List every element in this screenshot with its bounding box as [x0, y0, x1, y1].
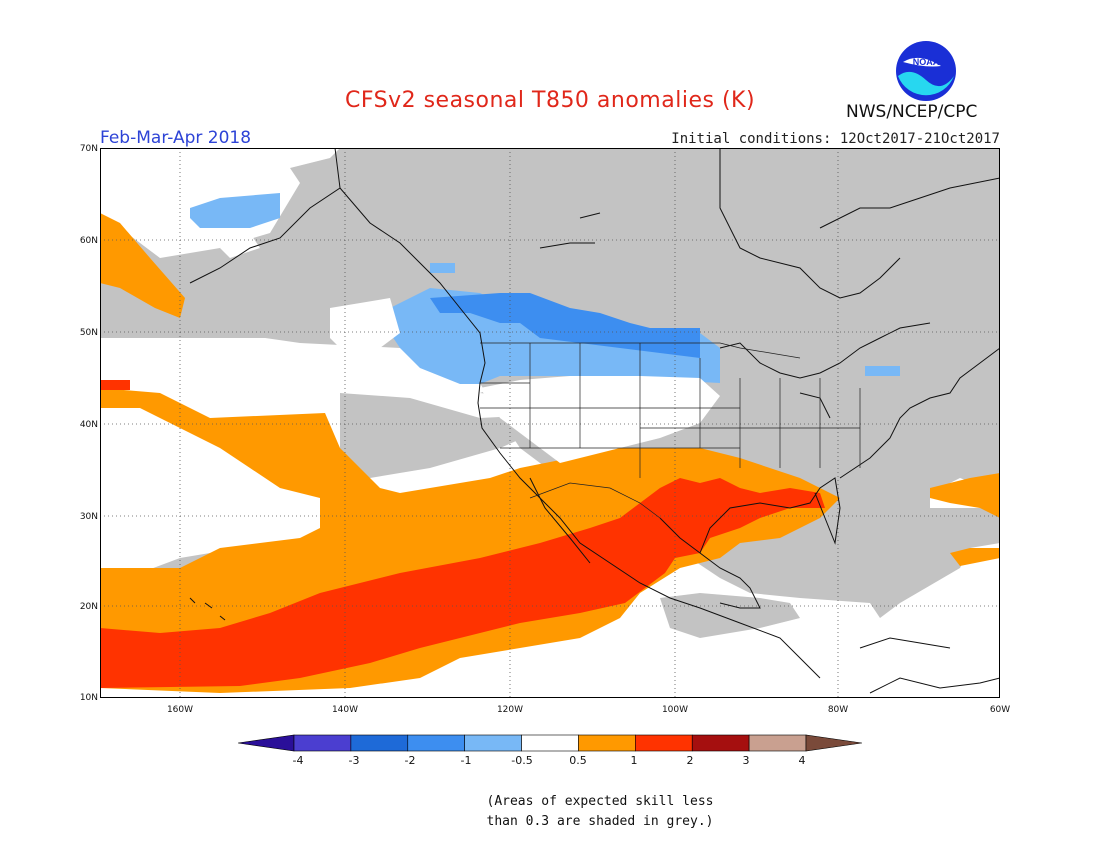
- colorbar-label-pos1: 1: [630, 754, 638, 767]
- colorbar-label-pos05: 0.5: [569, 754, 587, 767]
- forecast-period: Feb-Mar-Apr 2018: [100, 128, 252, 148]
- initial-conditions: Initial conditions: 12Oct2017-21Oct2017: [671, 131, 1000, 147]
- lat-label-40n: 40N: [79, 420, 98, 430]
- lon-label-120w: 120W: [496, 705, 524, 715]
- skill-note-line-2: than 0.3 are shaded in grey.): [486, 814, 714, 829]
- lat-label-20n: 20N: [79, 602, 98, 612]
- political-borders: [480, 342, 861, 519]
- lat-label-60n: 60N: [79, 236, 98, 246]
- colorbar-label-neg2: -2: [404, 754, 416, 767]
- skill-note: (Areas of expected skill less than 0.3 a…: [400, 792, 800, 832]
- colorbar-cell: [350, 734, 409, 752]
- colorbar-label-neg1: -1: [460, 754, 472, 767]
- lon-label-160w: 160W: [166, 705, 194, 715]
- skill-note-line-1: (Areas of expected skill less: [486, 794, 714, 809]
- red-anomaly: [100, 380, 825, 688]
- colorbar-cell: [578, 734, 636, 752]
- colorbar-cell: [691, 734, 750, 752]
- agency-label: NWS/NCEP/CPC: [846, 102, 978, 122]
- lon-label-140w: 140W: [331, 705, 359, 715]
- lat-label-70n: 70N: [79, 144, 98, 154]
- colorbar-label-neg3: -3: [348, 754, 360, 767]
- colorbar-label-neg05: -0.5: [511, 754, 533, 767]
- colorbar-cell: [521, 734, 579, 752]
- logo-text: NOAA: [913, 57, 940, 67]
- neutral-area: [220, 233, 720, 463]
- colorbar-cell: [748, 734, 807, 752]
- lon-label-80w: 80W: [827, 705, 849, 715]
- anomaly-map: [100, 148, 1000, 698]
- lon-label-100w: 100W: [661, 705, 689, 715]
- lat-label-50n: 50N: [79, 328, 98, 338]
- noaa-logo: NOAA: [896, 41, 956, 101]
- colorbar-label-pos3: 3: [742, 754, 750, 767]
- colorbar-label-neg4: -4: [292, 754, 304, 767]
- colorbar-cell: [407, 734, 465, 752]
- colorbar-label-pos4: 4: [798, 754, 806, 767]
- blue-anomaly: [430, 293, 700, 358]
- lon-label-60w: 60W: [989, 705, 1011, 715]
- colorbar-cell: [293, 734, 352, 752]
- colorbar-label-pos2: 2: [686, 754, 694, 767]
- color-bar: [238, 734, 862, 752]
- map-title: CFSv2 seasonal T850 anomalies (K): [344, 88, 756, 113]
- lat-label-10n: 10N: [79, 693, 98, 703]
- colorbar-cell: [635, 734, 693, 752]
- colorbar-cell: [805, 734, 862, 752]
- colorbar-cell: [238, 734, 295, 752]
- lat-label-30n: 30N: [79, 512, 98, 522]
- colorbar-cell: [464, 734, 522, 752]
- coastlines: [189, 148, 1000, 694]
